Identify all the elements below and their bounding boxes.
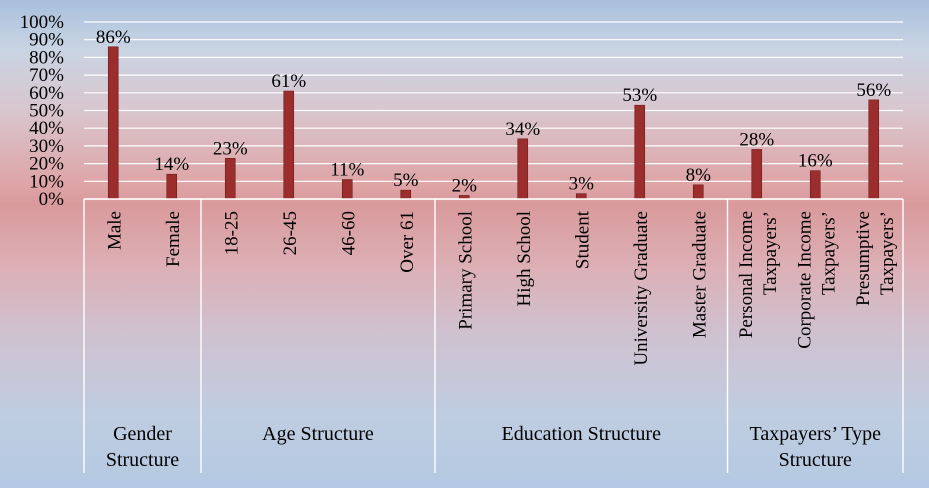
x-tick-label: 46-60 (338, 211, 359, 255)
y-tick-label: 20% (29, 154, 64, 175)
bar (166, 173, 178, 200)
bar (517, 138, 529, 200)
y-tick-label: 90% (29, 30, 64, 51)
x-axis: Male Female 18-25 26-45 46-60 Over 61 Primary … (83, 198, 904, 473)
bar (107, 46, 119, 200)
data-label: 34% (505, 119, 540, 140)
x-tick-label-line: Student (572, 210, 593, 269)
bar (634, 104, 646, 200)
data-label: 14% (154, 154, 189, 175)
x-tick-label: Student (572, 210, 593, 269)
x-tick-label: High School (514, 211, 535, 307)
data-label: 28% (739, 129, 774, 150)
x-tick-label: 18-25 (221, 211, 242, 255)
x-tick-label-line: Taxpayers’ (877, 211, 898, 295)
y-tick-label: 40% (29, 118, 64, 139)
y-tick-label: 50% (29, 101, 64, 122)
data-label: 5% (393, 170, 419, 191)
x-tick-label-line: High School (514, 211, 535, 307)
x-tick-label-line: Personal Income (736, 211, 757, 338)
y-tick-label: 30% (29, 136, 64, 157)
x-tick-label: Primary School (455, 211, 476, 330)
bars (107, 46, 880, 200)
data-label: 11% (330, 160, 364, 181)
group-label: Structure (106, 449, 179, 471)
x-tick-label: Corporate Income Taxpayers’ (794, 211, 839, 349)
x-tick-label: Presumptive Taxpayers’ (853, 211, 898, 306)
x-tick-label: Master Graduate (689, 211, 710, 338)
x-tick-label-line: Female (163, 211, 184, 267)
y-tick-label: 80% (29, 47, 64, 68)
x-tick-label-line: 26-45 (280, 211, 301, 255)
group-label: Age Structure (262, 423, 374, 445)
y-axis-tick-labels: 0%10%20%30%40%50%60%70%80%90%100% (20, 12, 65, 210)
bar (751, 149, 763, 200)
x-tick-label-line: University Graduate (631, 211, 652, 366)
x-tick-label-line: Over 61 (397, 211, 418, 273)
data-label: 16% (798, 151, 833, 172)
group-label: Structure (779, 449, 852, 471)
data-label: 56% (856, 80, 891, 101)
gridlines (84, 21, 903, 200)
bar (692, 184, 704, 200)
data-label: 86% (96, 27, 131, 48)
x-tick-label-line: Presumptive (853, 211, 874, 306)
x-tick-label-line: Taxpayers’ (760, 211, 781, 295)
x-tick-label-line: 18-25 (221, 211, 242, 255)
x-tick-label: University Graduate (631, 211, 652, 366)
x-tick-label-line: Corporate Income (794, 211, 815, 349)
x-tick-label-line: 46-60 (338, 211, 359, 255)
x-tick-label-line: Taxpayers’ (818, 211, 839, 295)
x-tick-label: Over 61 (397, 211, 418, 273)
bar (809, 170, 821, 200)
bar (400, 189, 412, 200)
x-tick-label-line: Primary School (455, 211, 476, 330)
x-tick-label-line: Male (104, 211, 125, 250)
bar (341, 179, 353, 200)
data-label: 23% (213, 138, 248, 159)
group-label: Taxpayers’ Type (750, 423, 882, 445)
bar (868, 99, 880, 200)
y-tick-label: 60% (29, 83, 64, 104)
y-tick-label: 100% (20, 12, 65, 33)
x-tick-label: Female (163, 211, 184, 267)
y-tick-label: 0% (39, 189, 65, 210)
data-label: 8% (686, 165, 712, 186)
y-tick-label: 10% (29, 171, 64, 192)
group-label: Education Structure (502, 423, 662, 445)
data-label: 2% (452, 175, 478, 196)
data-label: 61% (271, 71, 306, 92)
bar (224, 157, 236, 200)
x-tick-label: Male (104, 211, 125, 250)
bar (283, 90, 295, 200)
x-tick-label-line: Master Graduate (689, 211, 710, 338)
x-tick-label: Personal Income Taxpayers’ (736, 211, 781, 338)
y-tick-label: 70% (29, 65, 64, 86)
data-label: 53% (622, 85, 657, 106)
x-tick-label: 26-45 (280, 211, 301, 255)
data-labels: 86% 14% 23% 61% 11% 5% 2% 34% 3% 53% 8% 28% 16% 56% (96, 27, 892, 197)
data-label: 3% (569, 174, 595, 195)
group-label: Gender (113, 423, 172, 445)
